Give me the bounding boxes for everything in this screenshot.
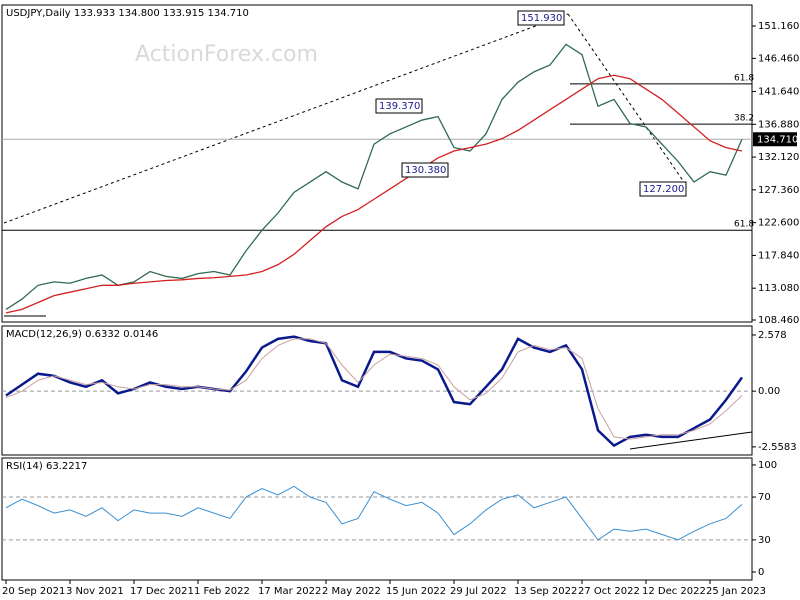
- annotation: 130.380: [405, 165, 446, 176]
- x-tick-label: 29 Jul 2022: [450, 586, 507, 597]
- fib-label: 38.2: [734, 114, 754, 124]
- panel-frame: [1, 457, 753, 581]
- y-tick-label: 0.00: [758, 386, 780, 397]
- series-line: [5, 338, 743, 440]
- series-line: [5, 43, 743, 310]
- annotation: 139.370: [379, 101, 420, 112]
- y-tick-label: 132.120: [758, 152, 799, 163]
- fib-label: 61.8: [734, 73, 754, 83]
- y-tick-label: 70: [758, 492, 771, 503]
- panel-title: USDJPY,Daily 133.933 134.800 133.915 134…: [6, 8, 249, 19]
- last-price-label: 134.710: [757, 134, 798, 145]
- last-price-box: [753, 132, 797, 147]
- y-tick-label: 141.640: [758, 87, 799, 98]
- x-tick-label: 17 Mar 2022: [258, 586, 321, 597]
- trend-line: [629, 431, 753, 450]
- annotation: 151.930: [521, 13, 562, 24]
- y-tick-label: 136.880: [758, 119, 799, 130]
- x-tick-label: 15 Jun 2022: [386, 586, 446, 597]
- trend-line: [3, 13, 569, 224]
- annotation-box: [639, 181, 687, 197]
- x-tick-label: 17 Dec 2021: [130, 586, 194, 597]
- y-tick-label: 122.600: [758, 218, 799, 229]
- y-tick-label: 146.460: [758, 53, 799, 64]
- panel-frame: [1, 4, 753, 323]
- x-tick-label: 1 Feb 2022: [194, 586, 250, 597]
- x-tick-label: 2 May 2022: [322, 586, 381, 597]
- fib-label: 61.8: [734, 220, 754, 230]
- panel-title: RSI(14) 63.2217: [6, 461, 87, 472]
- x-tick-label: 12 Dec 2022: [642, 586, 706, 597]
- x-tick-label: 20 Sep 2021: [2, 586, 65, 597]
- panel-frame: [1, 325, 753, 456]
- y-tick-label: 0: [758, 567, 764, 578]
- y-tick-label: 151.160: [758, 21, 799, 32]
- y-tick-label: 113.080: [758, 283, 799, 294]
- annotation-box: [517, 10, 565, 26]
- series-line: [5, 485, 743, 541]
- series-line: [5, 74, 743, 314]
- y-tick-label: -2.5583: [758, 442, 797, 453]
- annotation: 127.200: [643, 184, 684, 195]
- panel-title: MACD(12,26,9) 0.6332 0.0146: [6, 329, 158, 340]
- x-tick-label: 27 Oct 2022: [578, 586, 640, 597]
- y-tick-label: 127.360: [758, 185, 799, 196]
- y-tick-label: 100: [758, 460, 777, 471]
- y-tick-label: 30: [758, 535, 771, 546]
- series-line: [5, 335, 744, 448]
- x-tick-label: 3 Nov 2021: [66, 586, 124, 597]
- annotation-box: [401, 162, 449, 178]
- y-tick-label: 108.460: [758, 315, 799, 326]
- y-tick-label: 2.578: [758, 330, 787, 341]
- watermark: ActionForex.com: [135, 42, 318, 67]
- x-tick-label: 13 Sep 2022: [514, 586, 577, 597]
- annotation-box: [375, 98, 423, 114]
- trend-line: [567, 13, 685, 183]
- x-tick-label: 25 Jan 2023: [706, 586, 766, 597]
- y-tick-label: 117.840: [758, 250, 799, 261]
